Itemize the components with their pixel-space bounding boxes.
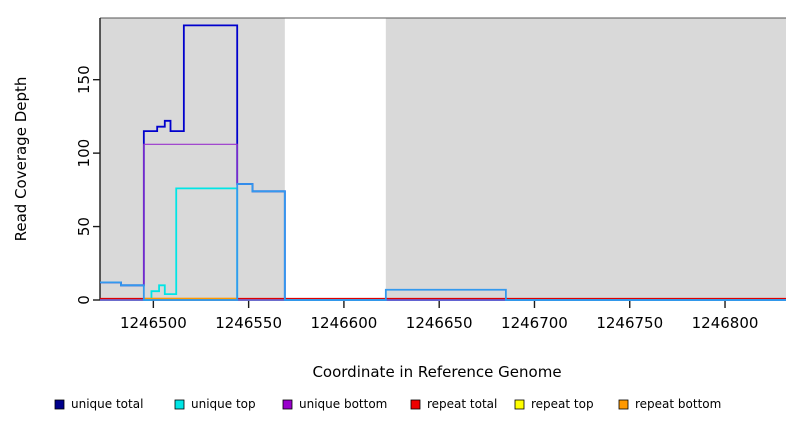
shaded-region-right bbox=[385, 18, 786, 300]
legend-swatch-icon bbox=[174, 399, 185, 410]
x-tick-label: 1246550 bbox=[215, 314, 282, 332]
x-tick-label: 1246750 bbox=[596, 314, 663, 332]
y-tick-group: 0 50 100 150 bbox=[75, 65, 100, 305]
x-tick-label: 1246650 bbox=[406, 314, 473, 332]
legend-label: unique total bbox=[71, 397, 143, 411]
data-series-group bbox=[100, 24, 786, 301]
legend-item-unique-bottom[interactable]: unique bottom bbox=[282, 397, 387, 411]
legend-item-unique-total[interactable]: unique total bbox=[54, 397, 143, 411]
x-axis: 1246500 1246550 1246600 1246650 1246700 12467… bbox=[100, 299, 786, 332]
legend-item-repeat-total[interactable]: repeat total bbox=[410, 397, 497, 411]
chart-legend: unique total unique top unique bottom repea… bbox=[54, 397, 721, 411]
shaded-region-left bbox=[100, 18, 285, 300]
y-axis: 0 50 100 150 bbox=[75, 18, 101, 305]
legend-label: repeat top bbox=[531, 397, 594, 411]
y-tick-label: 150 bbox=[75, 65, 93, 94]
legend-label: unique top bbox=[191, 397, 256, 411]
x-tick-group: 1246500 1246550 1246600 1246650 1246700 12467… bbox=[120, 300, 758, 332]
x-tick-label: 1246500 bbox=[120, 314, 187, 332]
x-tick-label: 1246600 bbox=[311, 314, 378, 332]
legend-swatch-icon bbox=[514, 399, 525, 410]
legend-swatch-icon bbox=[618, 399, 629, 410]
x-axis-title: Coordinate in Reference Genome bbox=[312, 363, 561, 381]
legend-swatch-icon bbox=[410, 399, 421, 410]
legend-label: repeat total bbox=[427, 397, 497, 411]
legend-label: unique bottom bbox=[299, 397, 387, 411]
legend-item-repeat-bottom[interactable]: repeat bottom bbox=[618, 397, 721, 411]
legend-item-repeat-top[interactable]: repeat top bbox=[514, 397, 594, 411]
y-axis-title: Read Coverage Depth bbox=[12, 77, 30, 242]
legend-label: repeat bottom bbox=[635, 397, 721, 411]
y-tick-label: 0 bbox=[75, 295, 93, 305]
x-tick-label: 1246700 bbox=[501, 314, 568, 332]
y-tick-label: 100 bbox=[75, 139, 93, 168]
shaded-regions bbox=[100, 18, 786, 300]
x-tick-label: 1246800 bbox=[692, 314, 759, 332]
legend-swatch-icon bbox=[54, 399, 65, 410]
legend-item-unique-top[interactable]: unique top bbox=[174, 397, 256, 411]
legend-swatch-icon bbox=[282, 399, 293, 410]
series-line-coverage-overlay-light-blue bbox=[100, 183, 786, 301]
y-tick-label: 50 bbox=[75, 217, 93, 236]
